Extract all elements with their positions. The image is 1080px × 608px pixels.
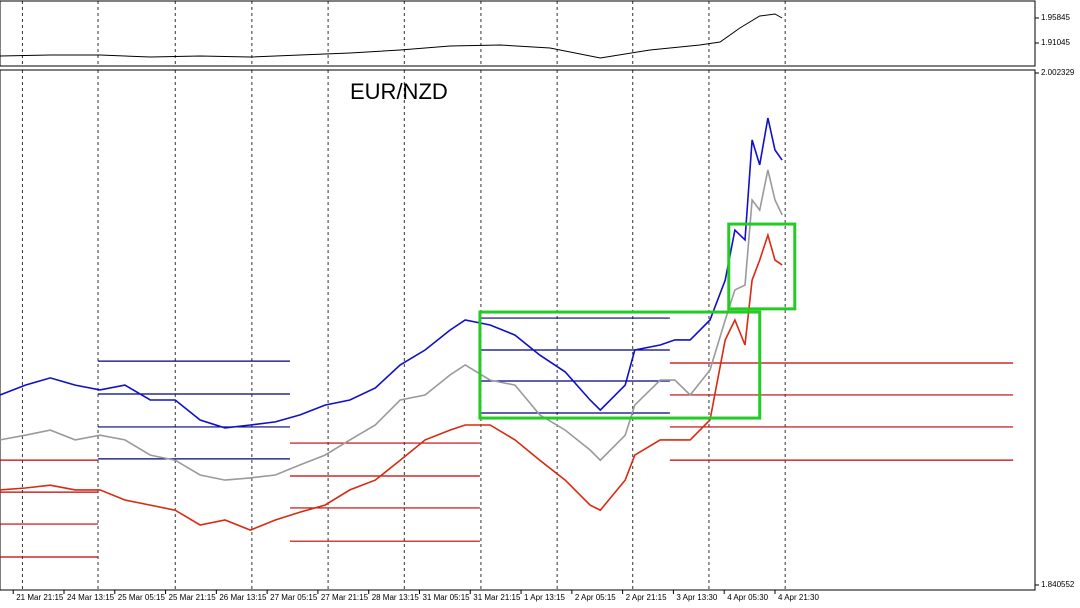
x-tick-label: 25 Mar 21:15 xyxy=(169,593,217,602)
y-tick-label: 1.840552 xyxy=(1041,580,1075,589)
highlight-box xyxy=(727,222,797,311)
x-tick-label: 4 Apr 21:30 xyxy=(778,593,819,602)
main-panel-frame xyxy=(0,69,1036,591)
x-tick-label: 25 Mar 05:15 xyxy=(118,593,166,602)
x-tick-label: 28 Mar 13:15 xyxy=(372,593,420,602)
x-tick-label: 27 Mar 05:15 xyxy=(270,593,318,602)
x-tick-label: 4 Apr 05:30 xyxy=(727,593,768,602)
x-tick-label: 31 Mar 05:15 xyxy=(422,593,470,602)
x-tick-label: 3 Apr 13:30 xyxy=(676,593,717,602)
y-tick-label: 2.002329 xyxy=(1041,68,1075,77)
price-line xyxy=(0,169,783,481)
x-tick-label: 27 Mar 21:15 xyxy=(321,593,369,602)
x-tick-label: 2 Apr 21:15 xyxy=(626,593,667,602)
y-tick-label: 1.91045 xyxy=(1041,38,1070,47)
highlight-box xyxy=(478,310,762,420)
x-tick-label: 21 Mar 21:15 xyxy=(16,593,64,602)
x-tick-label: 2 Apr 05:15 xyxy=(575,593,616,602)
price-line xyxy=(0,232,783,531)
price-line xyxy=(0,13,783,59)
x-tick-label: 1 Apr 13:15 xyxy=(524,593,565,602)
x-tick-label: 31 Mar 21:15 xyxy=(473,593,521,602)
top-panel-frame xyxy=(0,0,1036,67)
y-tick-label: 1.95845 xyxy=(1041,13,1070,22)
x-tick-label: 24 Mar 13:15 xyxy=(67,593,115,602)
x-tick-label: 26 Mar 13:15 xyxy=(219,593,267,602)
chart-title: EUR/NZD xyxy=(350,79,448,104)
